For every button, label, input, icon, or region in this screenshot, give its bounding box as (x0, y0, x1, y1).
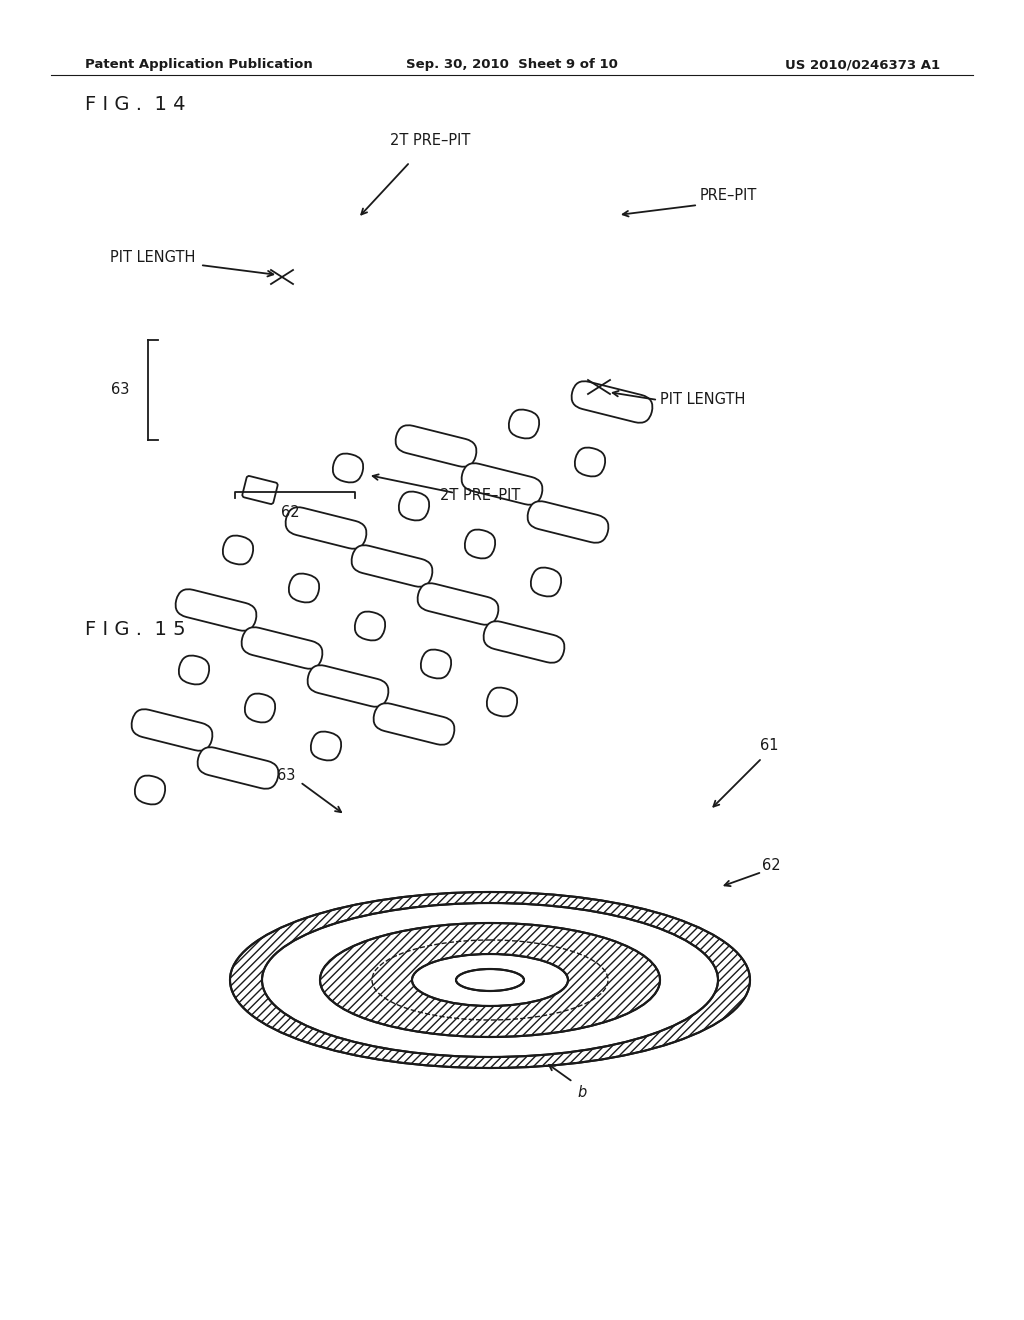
FancyBboxPatch shape (395, 425, 476, 467)
FancyBboxPatch shape (530, 568, 561, 597)
FancyBboxPatch shape (509, 409, 540, 438)
Text: F I G .  1 5: F I G . 1 5 (85, 620, 185, 639)
Text: 63: 63 (276, 767, 295, 783)
Text: PRE–PIT: PRE–PIT (700, 187, 758, 202)
Ellipse shape (319, 923, 660, 1038)
FancyBboxPatch shape (527, 502, 608, 543)
FancyBboxPatch shape (465, 529, 496, 558)
Text: F I G .  1 4: F I G . 1 4 (85, 95, 185, 114)
FancyBboxPatch shape (243, 477, 278, 504)
FancyBboxPatch shape (333, 454, 364, 483)
FancyBboxPatch shape (418, 583, 499, 624)
Text: b: b (578, 1085, 587, 1100)
FancyBboxPatch shape (245, 693, 275, 722)
FancyBboxPatch shape (574, 447, 605, 477)
FancyBboxPatch shape (486, 688, 517, 717)
Ellipse shape (412, 954, 568, 1006)
FancyBboxPatch shape (175, 589, 256, 631)
FancyBboxPatch shape (286, 507, 367, 549)
FancyBboxPatch shape (242, 627, 323, 669)
FancyBboxPatch shape (351, 545, 432, 587)
FancyBboxPatch shape (179, 656, 209, 685)
Text: US 2010/0246373 A1: US 2010/0246373 A1 (784, 58, 940, 71)
Text: 62: 62 (762, 858, 780, 873)
Text: Patent Application Publication: Patent Application Publication (85, 58, 312, 71)
Text: 62: 62 (281, 506, 299, 520)
FancyBboxPatch shape (307, 665, 388, 706)
Text: 63: 63 (111, 383, 129, 397)
FancyBboxPatch shape (198, 747, 279, 789)
Text: PIT LENGTH: PIT LENGTH (660, 392, 745, 408)
FancyBboxPatch shape (571, 381, 652, 422)
FancyBboxPatch shape (374, 704, 455, 744)
Text: 2T PRE–PIT: 2T PRE–PIT (390, 133, 470, 148)
Text: 61: 61 (760, 738, 778, 752)
FancyBboxPatch shape (131, 709, 212, 751)
FancyBboxPatch shape (354, 611, 385, 640)
FancyBboxPatch shape (289, 573, 319, 602)
FancyBboxPatch shape (398, 491, 429, 520)
Ellipse shape (456, 969, 524, 991)
FancyBboxPatch shape (483, 622, 564, 663)
FancyBboxPatch shape (223, 536, 253, 565)
Text: PIT LENGTH: PIT LENGTH (110, 251, 195, 265)
Ellipse shape (262, 903, 718, 1057)
FancyBboxPatch shape (462, 463, 543, 504)
Text: 2T PRE–PIT: 2T PRE–PIT (440, 488, 520, 503)
FancyBboxPatch shape (421, 649, 452, 678)
FancyBboxPatch shape (135, 775, 165, 804)
FancyBboxPatch shape (310, 731, 341, 760)
Text: Sep. 30, 2010  Sheet 9 of 10: Sep. 30, 2010 Sheet 9 of 10 (407, 58, 617, 71)
Ellipse shape (230, 892, 750, 1068)
